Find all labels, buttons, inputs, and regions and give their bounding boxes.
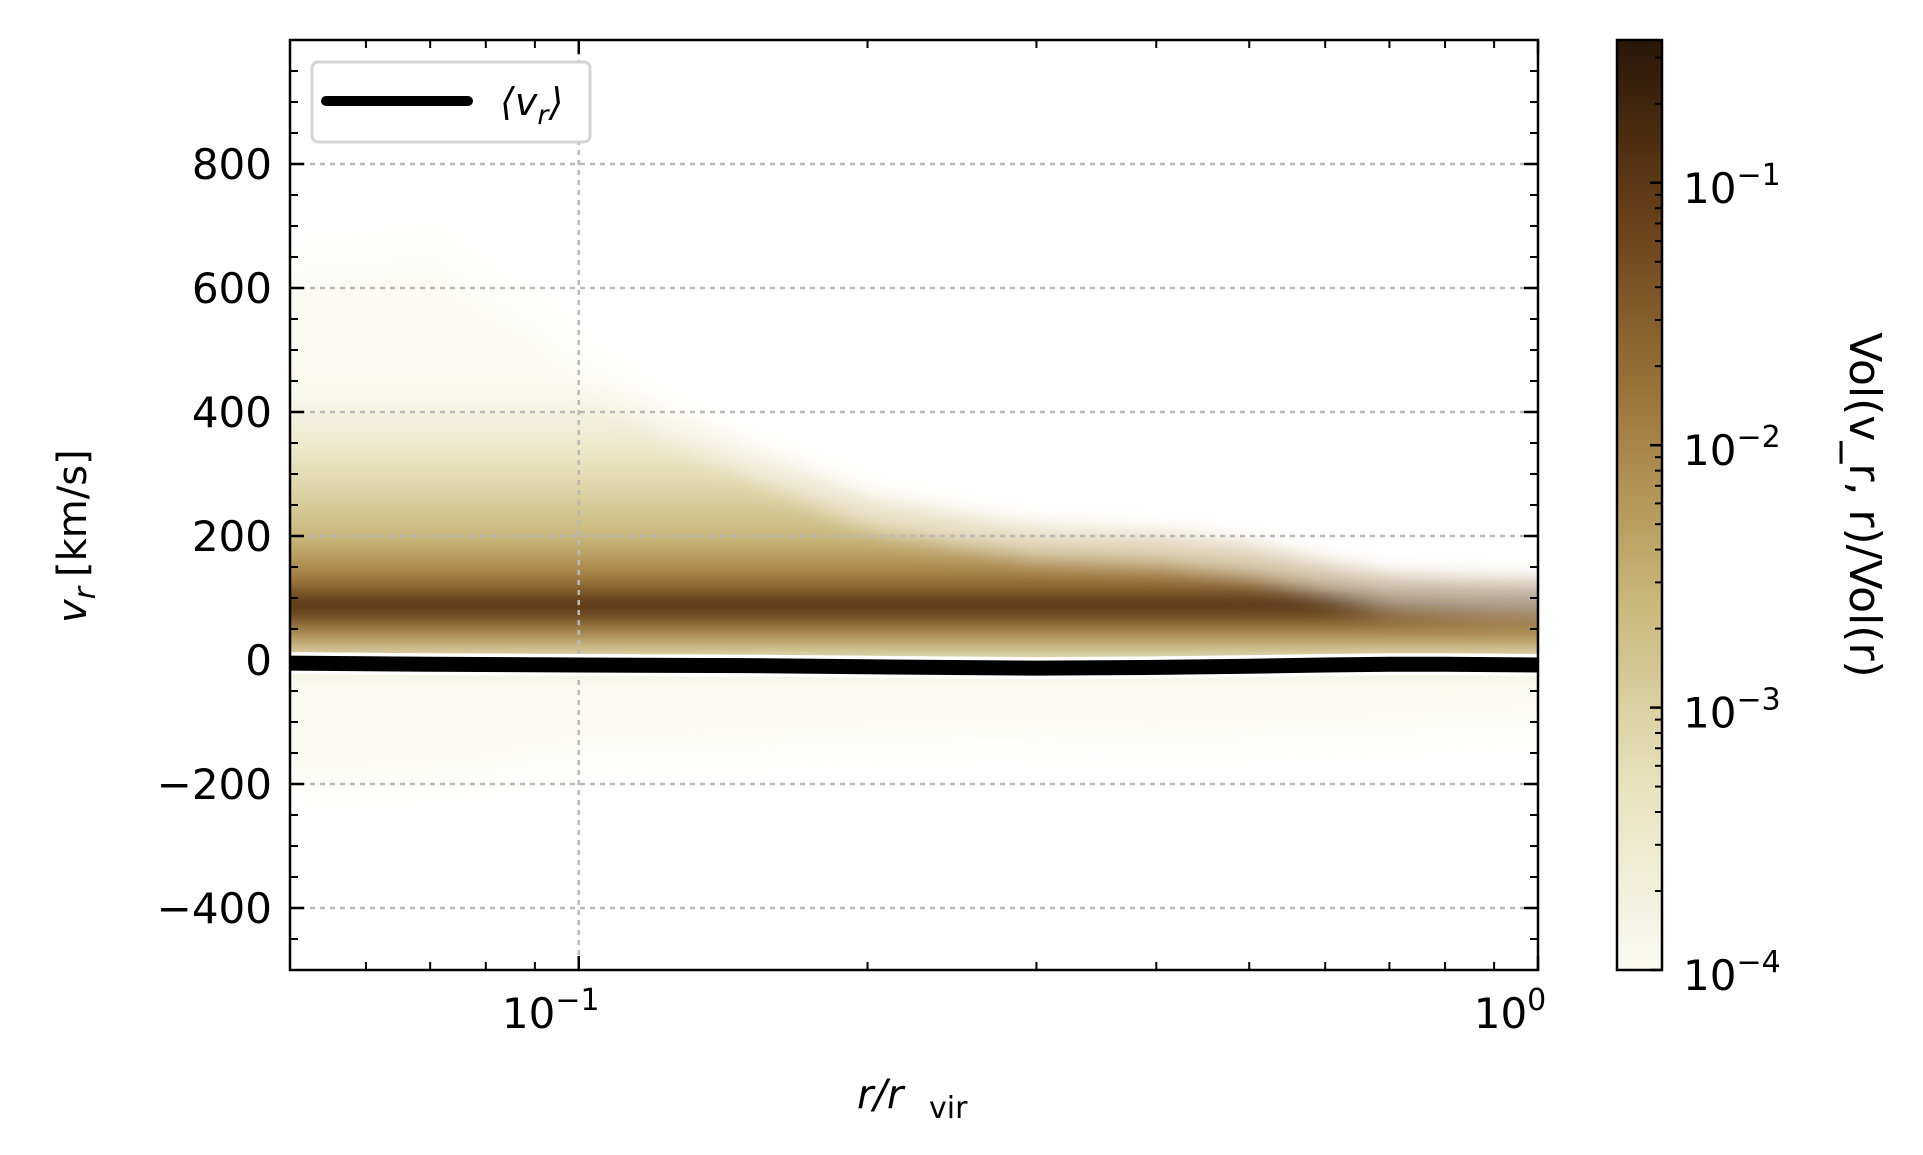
- y-axis-label-text: vr[km/s]: [50, 449, 103, 623]
- colorbar-tick-label: 10−4: [1683, 945, 1781, 1000]
- y-tick-label: 800: [192, 140, 272, 189]
- y-axis-label: vr[km/s]: [50, 449, 103, 623]
- colorbar-tick-label: 10−3: [1683, 683, 1781, 738]
- x-axis-label: r/r vir: [857, 1072, 968, 1126]
- legend-label: ⟨vr⟩: [500, 80, 563, 131]
- x-tick-label: 100: [1474, 983, 1547, 1038]
- colorbar: [1615, 38, 1664, 972]
- colorbar-ticks: 10−4 10−3 10−2 10−1: [1650, 56, 1781, 1000]
- x-axis-label-subscript: vir: [929, 1091, 968, 1126]
- x-axis-label-main: r/r: [857, 1072, 906, 1118]
- y-tick-label: 0: [245, 636, 272, 685]
- y-tick-label: 600: [192, 264, 272, 313]
- colorbar-tick-label: 10−1: [1683, 158, 1781, 213]
- mean-velocity-line: [290, 655, 1538, 676]
- y-tick-label: −200: [157, 760, 272, 809]
- y-tick-label: −400: [157, 884, 272, 933]
- colorbar-label: Vol(v_r, r)/Vol(r): [1839, 332, 1890, 677]
- y-tick-label: 200: [192, 512, 272, 561]
- y-tick-label: 400: [192, 388, 272, 437]
- density-body: [290, 269, 1538, 774]
- legend: ⟨vr⟩: [310, 60, 592, 144]
- x-tick-label: 10−1: [502, 983, 600, 1038]
- plot-area: [290, 40, 1538, 970]
- axis-ticks: −400 −200 0 200 400 600 800 10−1 100: [157, 40, 1547, 1038]
- colorbar-tick-label: 10−2: [1683, 420, 1781, 475]
